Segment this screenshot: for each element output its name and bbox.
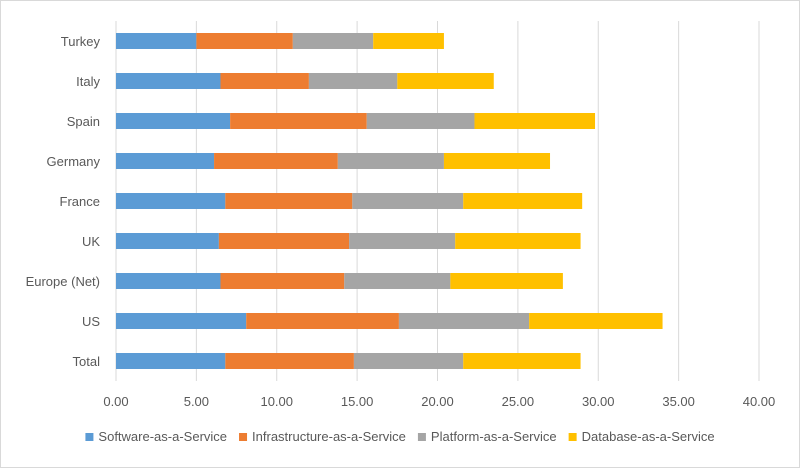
- bar-segment: [246, 313, 399, 329]
- bar-segment: [230, 113, 367, 129]
- category-label: Turkey: [61, 34, 101, 49]
- bar-segment: [373, 33, 444, 49]
- legend-label: Infrastructure-as-a-Service: [252, 429, 406, 444]
- category-label: France: [60, 194, 100, 209]
- bar-segment: [398, 313, 530, 329]
- bar-segment: [116, 273, 221, 289]
- category-label: Italy: [76, 74, 100, 89]
- category-label: Europe (Net): [26, 274, 100, 289]
- x-tick-label: 25.00: [502, 394, 535, 409]
- bar-segment: [116, 73, 221, 89]
- bar-segment: [116, 353, 226, 369]
- bar-segment: [353, 353, 464, 369]
- legend-label: Software-as-a-Service: [98, 429, 227, 444]
- x-tick-label: 40.00: [743, 394, 776, 409]
- bar-segment: [116, 233, 219, 249]
- bar-segment: [443, 153, 551, 169]
- x-tick-label: 15.00: [341, 394, 374, 409]
- bar-segment: [463, 193, 583, 209]
- x-tick-label: 10.00: [260, 394, 293, 409]
- bar-segment: [196, 33, 293, 49]
- bar-segment: [455, 233, 581, 249]
- bar-segment: [220, 273, 345, 289]
- legend-label: Platform-as-a-Service: [431, 429, 557, 444]
- bar-segment: [218, 233, 350, 249]
- bar-segment: [349, 233, 456, 249]
- bar-segment: [474, 113, 596, 129]
- bar-segment: [337, 153, 444, 169]
- legend-swatch: [417, 433, 426, 441]
- category-label: US: [82, 314, 100, 329]
- category-label: Germany: [47, 154, 101, 169]
- bar-segment: [116, 193, 226, 209]
- bar-segment: [529, 313, 663, 329]
- category-label: Spain: [67, 114, 100, 129]
- bar-segment: [225, 193, 353, 209]
- legend-swatch: [239, 433, 248, 441]
- legend-swatch: [85, 433, 94, 441]
- bar-segment: [214, 153, 338, 169]
- bar-segment: [344, 273, 451, 289]
- category-label: Total: [73, 354, 101, 369]
- bar-segment: [225, 353, 354, 369]
- bar-segment: [463, 353, 581, 369]
- bar-segment: [116, 33, 197, 49]
- bar-segment: [352, 193, 464, 209]
- bar-segment: [308, 73, 398, 89]
- x-tick-label: 20.00: [421, 394, 454, 409]
- x-tick-label: 5.00: [184, 394, 209, 409]
- bar-segment: [397, 73, 494, 89]
- bar-segment: [116, 313, 247, 329]
- category-label: UK: [82, 234, 100, 249]
- x-tick-label: 0.00: [103, 394, 128, 409]
- bar-segment: [116, 113, 231, 129]
- bar-segment: [450, 273, 563, 289]
- x-tick-label: 30.00: [582, 394, 615, 409]
- bar-segment: [292, 33, 374, 49]
- bar-segment: [366, 113, 475, 129]
- bar-segment: [220, 73, 309, 89]
- legend-label: Database-as-a-Service: [582, 429, 715, 444]
- bar-segment: [116, 153, 215, 169]
- legend-swatch: [568, 433, 577, 441]
- x-tick-label: 35.00: [662, 394, 695, 409]
